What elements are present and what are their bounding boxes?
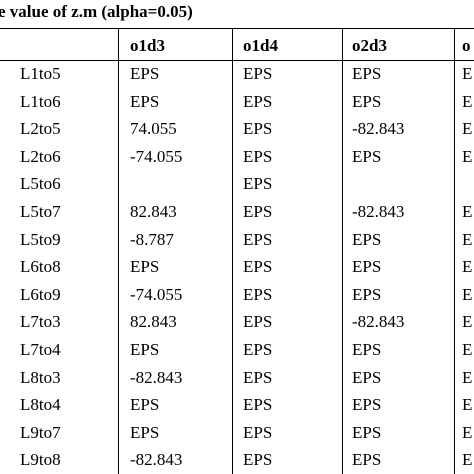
cell: EPS — [130, 257, 160, 277]
cell: 82.843 — [130, 202, 177, 221]
row-label: L1to6 — [20, 91, 61, 111]
row-label: L5to9 — [20, 229, 61, 249]
cell: EPS — [243, 174, 273, 194]
cell: EPS — [130, 91, 160, 111]
cell: E — [462, 64, 473, 83]
cell: E — [462, 146, 473, 166]
cell: -74.055 — [130, 146, 183, 166]
row-label: L6to8 — [20, 257, 61, 277]
column-header: o2d3 — [352, 36, 387, 55]
row-label: L9to7 — [20, 422, 61, 442]
row-label: L7to3 — [20, 312, 61, 332]
cell: EPS — [130, 395, 160, 415]
cell: -82.843 — [352, 119, 405, 139]
cell: EPS — [243, 91, 273, 111]
cell: E — [462, 91, 473, 111]
cell: E — [462, 284, 473, 304]
cell: EPS — [130, 422, 160, 442]
cell: E — [462, 119, 473, 139]
cell: EPS — [243, 202, 273, 221]
rule — [0, 28, 474, 29]
row-label: L5to7 — [20, 202, 61, 221]
cell: EPS — [243, 340, 273, 359]
cell: E — [462, 340, 473, 359]
cell: 74.055 — [130, 119, 177, 139]
cell: EPS — [352, 284, 382, 304]
cell: EPS — [352, 395, 382, 415]
row-label: L6to9 — [20, 284, 61, 304]
cell: EPS — [243, 450, 273, 470]
row-label: L9to8 — [20, 450, 61, 470]
cell: EPS — [130, 340, 160, 359]
cell: EPS — [352, 450, 382, 470]
cell: EPS — [352, 146, 382, 166]
cell: E — [462, 229, 473, 249]
cell: EPS — [352, 340, 382, 359]
cell: EPS — [243, 312, 273, 332]
cell: -82.843 — [130, 450, 183, 470]
cell: EPS — [352, 91, 382, 111]
cell: EPS — [243, 64, 273, 83]
cell: E — [462, 312, 473, 332]
cell: E — [462, 367, 473, 387]
cell: EPS — [243, 257, 273, 277]
cell: 82.843 — [130, 312, 177, 332]
column-rule — [118, 28, 119, 474]
cell: EPS — [243, 229, 273, 249]
column-header: o1d3 — [130, 36, 165, 55]
cell: EPS — [243, 367, 273, 387]
cell: EPS — [352, 367, 382, 387]
cell: E — [462, 395, 473, 415]
cell: -82.843 — [352, 202, 405, 221]
cell: EPS — [352, 422, 382, 442]
row-label: L8to4 — [20, 395, 61, 415]
cell: E — [462, 202, 473, 221]
column-rule — [232, 28, 233, 474]
cell: EPS — [243, 395, 273, 415]
cell: EPS — [243, 284, 273, 304]
table-title: e value of z.m (alpha=0.05) — [0, 2, 193, 21]
cell: E — [462, 422, 473, 442]
cell: EPS — [352, 229, 382, 249]
column-header: o — [462, 36, 471, 55]
cell: EPS — [352, 257, 382, 277]
cell: EPS — [352, 64, 382, 83]
cell: -8.787 — [130, 229, 174, 249]
row-label: L2to6 — [20, 146, 61, 166]
cell: -82.843 — [352, 312, 405, 332]
row-label: L7to4 — [20, 340, 61, 359]
cell: E — [462, 450, 473, 470]
column-rule — [454, 28, 455, 474]
rule — [0, 60, 474, 61]
cell: EPS — [130, 64, 160, 83]
row-label: L5to6 — [20, 174, 61, 194]
cell: -74.055 — [130, 284, 183, 304]
row-label: L2to5 — [20, 119, 61, 139]
column-rule — [342, 28, 343, 474]
cell: EPS — [243, 146, 273, 166]
row-label: L8to3 — [20, 367, 61, 387]
cell: -82.843 — [130, 367, 183, 387]
cell: EPS — [243, 119, 273, 139]
cell: E — [462, 257, 473, 277]
cell: EPS — [243, 422, 273, 442]
column-header: o1d4 — [243, 36, 278, 55]
row-label: L1to5 — [20, 64, 61, 83]
